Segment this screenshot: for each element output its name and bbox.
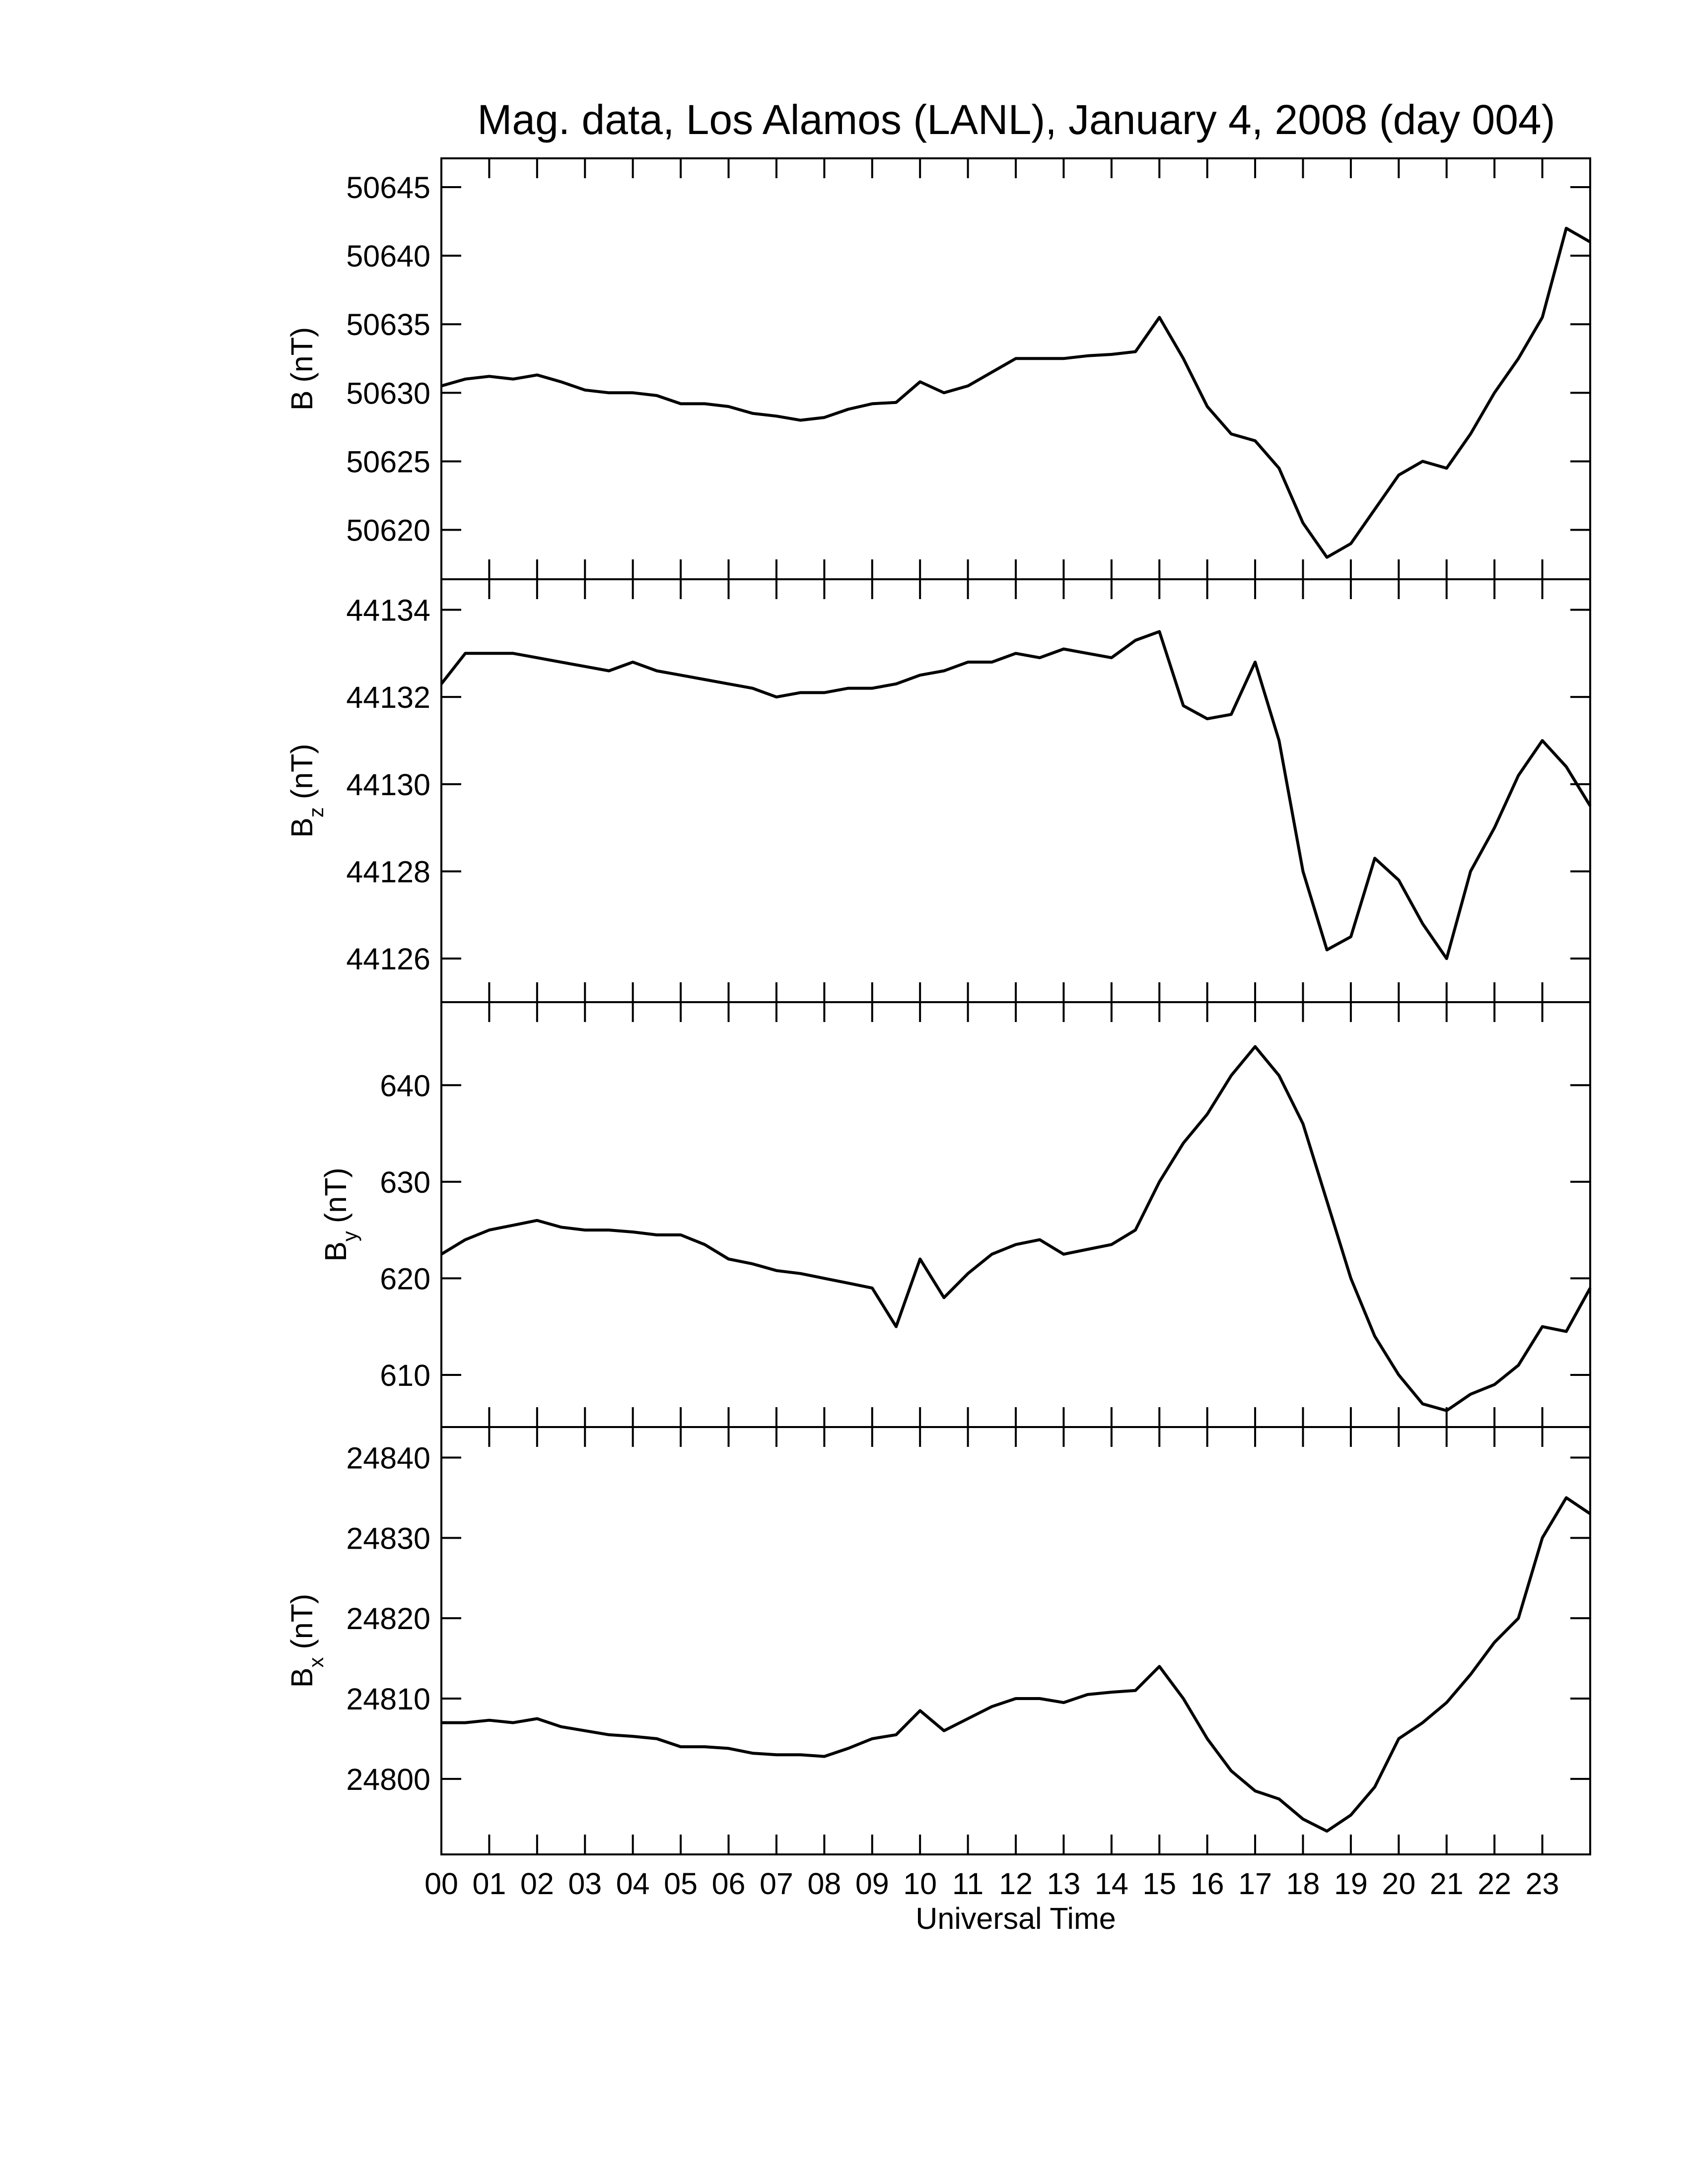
x-tick-label: 19 — [1334, 1867, 1368, 1901]
y-axis-label-symbol: B — [285, 818, 319, 838]
y-tick-label: 44132 — [346, 681, 430, 714]
x-tick-label: 05 — [664, 1867, 698, 1901]
y-tick-label: 24820 — [346, 1602, 430, 1636]
y-axis-label-unit: (nT) — [319, 1167, 352, 1223]
x-tick-label: 18 — [1286, 1867, 1320, 1901]
y-axis-label-unit: (nT) — [285, 327, 319, 383]
x-tick-label: 06 — [712, 1867, 746, 1901]
y-tick-label: 24840 — [346, 1441, 430, 1475]
x-tick-label: 07 — [760, 1867, 793, 1901]
y-axis-label-subscript: x — [304, 1657, 328, 1668]
x-tick-label: 22 — [1477, 1867, 1511, 1901]
x-axis-label: Universal Time — [915, 1902, 1116, 1935]
y-tick-label: 50630 — [346, 376, 430, 410]
y-axis-label: By (nT) — [319, 1167, 361, 1262]
x-tick-label: 13 — [1047, 1867, 1080, 1901]
chart-title: Mag. data, Los Alamos (LANL), January 4,… — [477, 96, 1555, 143]
x-tick-label: 14 — [1095, 1867, 1128, 1901]
y-tick-label: 50620 — [346, 514, 430, 547]
y-axis-label: Bz (nT) — [285, 744, 328, 838]
plot-frame — [440, 1426, 1591, 1855]
y-tick-label: 620 — [380, 1262, 430, 1296]
y-tick-label: 50645 — [346, 171, 430, 205]
y-tick-label: 24810 — [346, 1682, 430, 1716]
x-tick-label: 11 — [952, 1867, 984, 1901]
y-tick-label: 50635 — [346, 308, 430, 341]
x-tick-label: 23 — [1526, 1867, 1559, 1901]
y-tick-label: 640 — [380, 1069, 430, 1102]
y-axis-label: Bx (nT) — [285, 1594, 328, 1688]
data-line — [440, 1045, 1592, 1412]
y-tick-label: 44134 — [346, 593, 430, 627]
plot-frame — [440, 578, 1591, 1003]
x-tick-label: 09 — [855, 1867, 889, 1901]
y-axis-label-subscript: y — [338, 1231, 361, 1241]
x-tick-label: 01 — [472, 1867, 506, 1901]
x-tick-label: 10 — [903, 1867, 937, 1901]
x-tick-label: 04 — [616, 1867, 650, 1901]
x-tick-label: 21 — [1430, 1867, 1464, 1901]
x-tick-label: 20 — [1382, 1867, 1415, 1901]
y-axis-label-symbol: B — [285, 1668, 319, 1688]
x-tick-label: 16 — [1191, 1867, 1224, 1901]
x-tick-label: 03 — [568, 1867, 602, 1901]
plot-frame — [440, 157, 1591, 580]
data-line — [440, 630, 1592, 960]
y-tick-label: 50640 — [346, 239, 430, 273]
y-axis-label-unit: (nT) — [285, 1594, 319, 1649]
y-axis-label-subscript: z — [304, 807, 328, 818]
y-tick-label: 610 — [380, 1359, 430, 1392]
y-tick-label: 50625 — [346, 445, 430, 478]
y-tick-label: 24830 — [346, 1521, 430, 1555]
x-tick-label: 08 — [807, 1867, 841, 1901]
y-tick-label: 630 — [380, 1165, 430, 1199]
x-tick-label: 12 — [999, 1867, 1033, 1901]
x-tick-label: 02 — [520, 1867, 554, 1901]
data-line — [441, 1496, 1591, 1833]
x-tick-label: 15 — [1142, 1867, 1176, 1901]
y-tick-label: 44130 — [346, 768, 430, 802]
y-tick-label: 24800 — [346, 1763, 430, 1796]
y-axis-label-symbol: B — [285, 391, 319, 411]
x-tick-label: 00 — [424, 1867, 458, 1901]
plot-frame — [440, 1001, 1591, 1428]
y-axis-label-unit: (nT) — [285, 744, 319, 799]
x-tick-label: 17 — [1238, 1867, 1272, 1901]
y-axis-label: B (nT) — [285, 327, 319, 411]
y-tick-label: 44128 — [346, 855, 430, 888]
y-axis-label-symbol: B — [319, 1241, 352, 1262]
y-tick-label: 44126 — [346, 942, 430, 976]
data-line — [441, 226, 1591, 559]
